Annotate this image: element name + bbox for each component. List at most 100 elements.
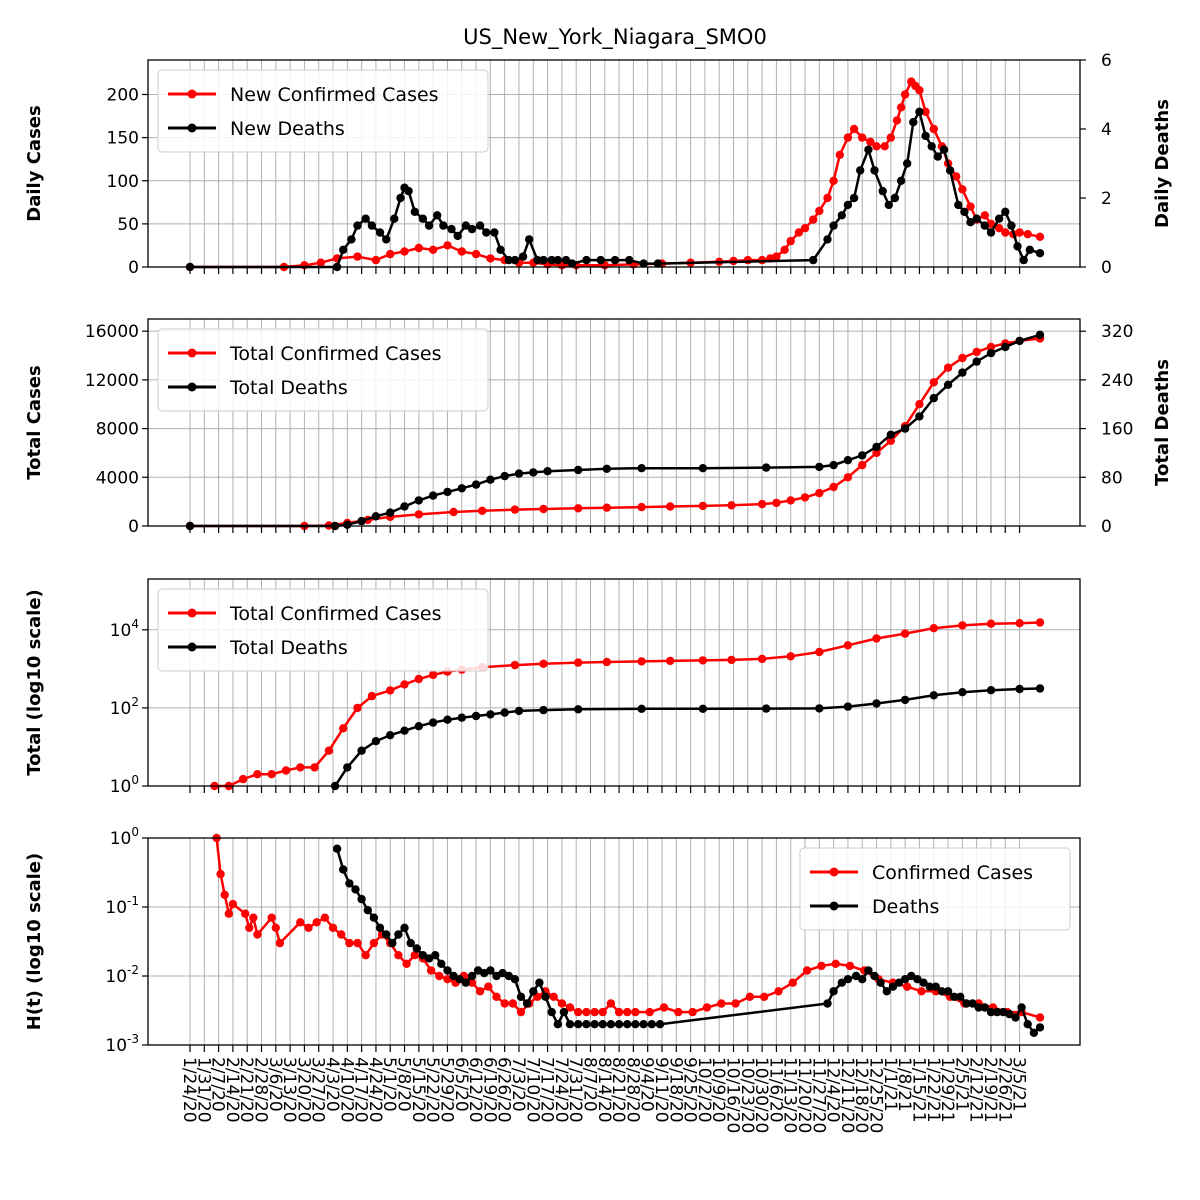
data-point — [510, 505, 520, 514]
data-point — [606, 1019, 616, 1029]
data-point — [994, 224, 1004, 233]
data-point — [339, 245, 348, 254]
y-tick-label: 200 — [107, 86, 139, 106]
data-point — [478, 506, 487, 515]
figure-title: US_New_York_Niagara_SMO0 — [463, 25, 767, 50]
data-point — [337, 930, 346, 939]
data-point — [245, 923, 254, 932]
data-point — [500, 708, 509, 717]
data-point — [461, 221, 470, 230]
x-tick-labels: 1/24/201/31/202/7/202/14/202/21/202/28/2… — [179, 1057, 1029, 1133]
x-tick-label: 1/15/21 — [908, 1057, 928, 1123]
data-point — [966, 218, 975, 227]
x-tick-label: 7/17/20 — [537, 1057, 557, 1123]
data-point — [396, 193, 405, 203]
data-point — [894, 978, 904, 987]
data-point — [637, 704, 646, 713]
data-point — [962, 999, 971, 1008]
data-point — [241, 909, 250, 918]
data-point — [447, 224, 456, 234]
data-point — [582, 1007, 591, 1017]
y-tick-label: 104 — [110, 617, 139, 641]
data-point — [553, 1019, 562, 1029]
y-right-tick-label: 0 — [1101, 517, 1112, 537]
data-point — [557, 999, 567, 1008]
data-point — [490, 228, 499, 237]
data-point — [829, 460, 838, 470]
data-point — [443, 241, 452, 250]
y-axis-label: H(t) (log10 scale) — [24, 853, 45, 1031]
data-point — [909, 117, 918, 127]
data-point — [361, 214, 370, 223]
panel-total: 0 4000 8000 12000 16000 0 80 160 240 320 Total Cas… — [24, 318, 1173, 537]
data-point — [414, 496, 423, 505]
data-point — [815, 647, 824, 657]
data-point — [388, 938, 397, 948]
data-point — [800, 493, 810, 502]
x-tick-label: 4/10/20 — [336, 1057, 356, 1123]
data-point — [915, 86, 924, 95]
data-point — [347, 235, 356, 244]
data-point — [972, 357, 981, 366]
x-tick-label: 12/18/20 — [851, 1057, 871, 1133]
data-point — [843, 641, 853, 650]
data-point — [574, 504, 583, 513]
data-point — [1007, 221, 1016, 230]
data-point — [986, 228, 996, 237]
data-point — [574, 705, 583, 714]
data-point — [945, 166, 955, 175]
data-point — [760, 992, 769, 1001]
data-point — [386, 249, 395, 259]
data-point — [565, 1003, 575, 1012]
data-point — [815, 704, 824, 713]
data-point — [539, 504, 548, 514]
data-point — [602, 503, 611, 512]
data-point — [606, 999, 616, 1008]
legend-label: Total Deaths — [229, 637, 348, 659]
data-point — [1015, 619, 1024, 628]
data-point — [461, 978, 470, 987]
data-point — [809, 215, 818, 224]
data-point — [510, 255, 520, 265]
data-point — [406, 938, 415, 948]
data-point — [786, 652, 795, 661]
data-point — [547, 255, 556, 265]
data-point — [467, 978, 477, 987]
data-point — [457, 713, 466, 722]
data-point — [929, 691, 938, 700]
data-point — [457, 247, 466, 256]
data-point — [625, 255, 634, 265]
data-point — [386, 686, 395, 695]
data-point — [339, 865, 348, 874]
data-point — [371, 512, 381, 521]
data-point — [567, 259, 577, 268]
data-point — [386, 731, 395, 740]
data-point — [522, 999, 532, 1008]
data-point — [590, 1019, 599, 1029]
tick-base: 10 — [110, 621, 132, 641]
data-point — [428, 718, 438, 727]
legend-label: Deaths — [872, 896, 939, 918]
data-point — [731, 999, 740, 1008]
data-point — [353, 252, 362, 261]
x-tick-label: 9/18/20 — [665, 1057, 685, 1123]
x-tick-label: 10/23/20 — [737, 1057, 757, 1133]
data-point — [968, 999, 977, 1008]
x-tick-label: 1/8/21 — [894, 1057, 914, 1112]
data-point — [823, 999, 832, 1008]
data-point — [402, 959, 411, 968]
data-point — [823, 193, 832, 203]
data-point — [357, 894, 366, 904]
y-tick-label: 4000 — [96, 468, 139, 488]
data-point — [888, 982, 898, 991]
data-point — [367, 691, 377, 701]
data-point — [717, 999, 726, 1008]
data-point — [915, 107, 924, 117]
data-point — [876, 978, 885, 987]
data-point — [884, 200, 893, 210]
data-point — [900, 629, 910, 638]
data-point — [369, 913, 379, 922]
data-point — [698, 656, 708, 665]
